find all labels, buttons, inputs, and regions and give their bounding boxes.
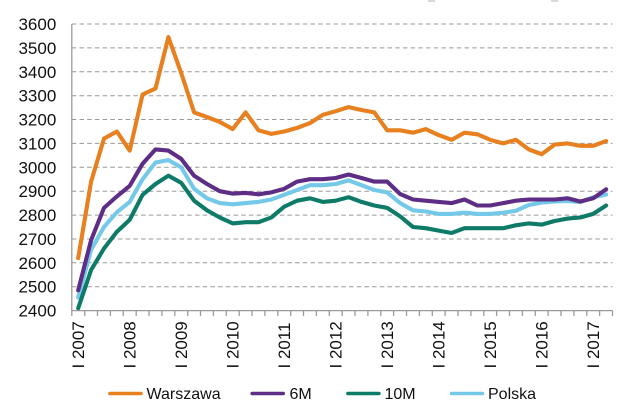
svg-text:3600: 3600 bbox=[18, 15, 56, 34]
svg-text:I 2014: I 2014 bbox=[429, 321, 448, 368]
svg-text:3300: 3300 bbox=[18, 87, 56, 106]
svg-text:I 2007: I 2007 bbox=[69, 321, 88, 368]
svg-text:Polska: Polska bbox=[488, 386, 536, 403]
svg-text:I 2010: I 2010 bbox=[223, 321, 242, 368]
svg-text:10M: 10M bbox=[385, 386, 416, 403]
svg-text:3000: 3000 bbox=[18, 158, 56, 177]
svg-text:I 2008: I 2008 bbox=[120, 321, 139, 368]
svg-text:I 2017: I 2017 bbox=[584, 321, 603, 368]
svg-text:3500: 3500 bbox=[18, 39, 56, 58]
svg-text:2400: 2400 bbox=[18, 302, 56, 321]
svg-text:I 2016: I 2016 bbox=[532, 321, 551, 368]
svg-text:3400: 3400 bbox=[18, 63, 56, 82]
svg-text:I 2011: I 2011 bbox=[275, 322, 294, 368]
svg-text:I 2012: I 2012 bbox=[326, 321, 345, 368]
svg-text:2800: 2800 bbox=[18, 206, 56, 225]
svg-text:3200: 3200 bbox=[18, 111, 56, 130]
svg-text:2600: 2600 bbox=[18, 254, 56, 273]
svg-text:I 2013: I 2013 bbox=[378, 321, 397, 368]
svg-text:I 2009: I 2009 bbox=[172, 321, 191, 368]
svg-text:2900: 2900 bbox=[18, 182, 56, 201]
svg-text:3100: 3100 bbox=[18, 134, 56, 153]
svg-text:6M: 6M bbox=[290, 386, 312, 403]
svg-text:Warszawa: Warszawa bbox=[147, 386, 221, 403]
svg-text:2500: 2500 bbox=[18, 278, 56, 297]
svg-text:2700: 2700 bbox=[18, 230, 56, 249]
svg-text:I 2015: I 2015 bbox=[481, 321, 500, 368]
